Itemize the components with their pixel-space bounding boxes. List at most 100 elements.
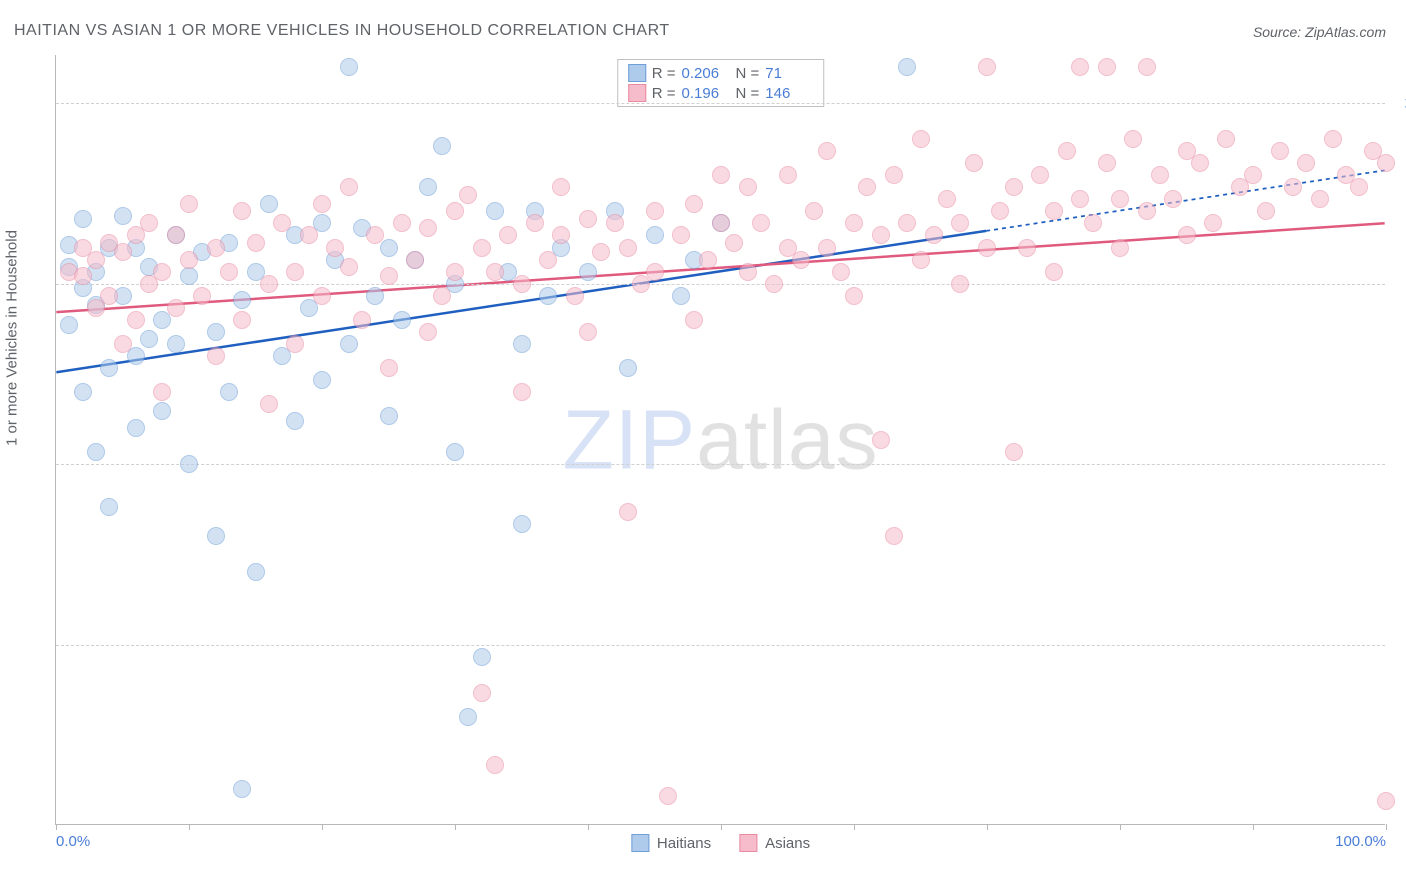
scatter-point-asians — [805, 202, 823, 220]
scatter-point-asians — [765, 275, 783, 293]
scatter-point-asians — [592, 243, 610, 261]
scatter-point-haitians — [233, 291, 251, 309]
scatter-point-asians — [114, 243, 132, 261]
scatter-point-asians — [180, 251, 198, 269]
chart-container: HAITIAN VS ASIAN 1 OR MORE VEHICLES IN H… — [0, 0, 1406, 892]
gridline — [56, 464, 1385, 465]
scatter-point-haitians — [313, 371, 331, 389]
scatter-point-asians — [1350, 178, 1368, 196]
x-tick-mark — [1253, 824, 1254, 830]
scatter-point-asians — [951, 214, 969, 232]
scatter-point-asians — [513, 383, 531, 401]
scatter-point-asians — [353, 311, 371, 329]
scatter-point-asians — [1257, 202, 1275, 220]
scatter-point-asians — [552, 226, 570, 244]
scatter-point-asians — [1098, 154, 1116, 172]
scatter-point-haitians — [74, 210, 92, 228]
scatter-point-asians — [699, 251, 717, 269]
legend-row-asians: R = 0.196 N = 146 — [628, 84, 814, 102]
scatter-point-asians — [552, 178, 570, 196]
scatter-point-asians — [752, 214, 770, 232]
scatter-point-asians — [473, 684, 491, 702]
gridline — [56, 103, 1385, 104]
scatter-point-asians — [300, 226, 318, 244]
scatter-point-asians — [779, 166, 797, 184]
scatter-point-asians — [473, 239, 491, 257]
scatter-point-haitians — [207, 323, 225, 341]
scatter-point-asians — [286, 335, 304, 353]
scatter-point-asians — [1178, 226, 1196, 244]
gridline — [56, 645, 1385, 646]
scatter-point-asians — [180, 195, 198, 213]
y-tick-label: 92.5% — [1395, 275, 1406, 292]
scatter-point-asians — [739, 263, 757, 281]
scatter-point-asians — [1045, 263, 1063, 281]
y-tick-label: 77.5% — [1395, 636, 1406, 653]
scatter-point-asians — [340, 258, 358, 276]
scatter-point-asians — [499, 226, 517, 244]
scatter-point-asians — [978, 239, 996, 257]
scatter-point-haitians — [672, 287, 690, 305]
scatter-point-asians — [912, 130, 930, 148]
scatter-point-asians — [1138, 58, 1156, 76]
scatter-point-asians — [1071, 58, 1089, 76]
scatter-point-asians — [1151, 166, 1169, 184]
scatter-point-asians — [938, 190, 956, 208]
scatter-point-haitians — [100, 359, 118, 377]
scatter-point-haitians — [473, 648, 491, 666]
scatter-point-asians — [419, 219, 437, 237]
scatter-point-asians — [433, 287, 451, 305]
scatter-point-haitians — [340, 58, 358, 76]
scatter-point-asians — [127, 311, 145, 329]
scatter-point-haitians — [260, 195, 278, 213]
scatter-point-asians — [380, 359, 398, 377]
scatter-point-asians — [260, 275, 278, 293]
x-tick-mark — [588, 824, 589, 830]
x-tick-mark — [721, 824, 722, 830]
x-tick-mark — [56, 824, 57, 830]
scatter-point-asians — [912, 251, 930, 269]
scatter-point-asians — [845, 287, 863, 305]
scatter-point-asians — [326, 239, 344, 257]
scatter-point-asians — [1311, 190, 1329, 208]
scatter-point-haitians — [167, 335, 185, 353]
scatter-point-asians — [193, 287, 211, 305]
x-tick-mark — [189, 824, 190, 830]
scatter-point-asians — [1244, 166, 1262, 184]
scatter-point-asians — [260, 395, 278, 413]
x-tick-mark — [987, 824, 988, 830]
scatter-point-asians — [526, 214, 544, 232]
scatter-point-asians — [646, 202, 664, 220]
scatter-point-asians — [153, 383, 171, 401]
scatter-point-asians — [1204, 214, 1222, 232]
scatter-point-asians — [233, 202, 251, 220]
scatter-point-asians — [1297, 154, 1315, 172]
scatter-point-asians — [898, 214, 916, 232]
legend-r-haitians: 0.206 — [682, 65, 730, 82]
scatter-point-asians — [1045, 202, 1063, 220]
y-axis-label: 1 or more Vehicles in Household — [4, 230, 21, 446]
scatter-point-asians — [207, 347, 225, 365]
source-attribution: Source: ZipAtlas.com — [1253, 24, 1386, 40]
scatter-point-haitians — [486, 202, 504, 220]
scatter-point-haitians — [180, 267, 198, 285]
series-legend-asians: Asians — [739, 834, 810, 852]
scatter-point-haitians — [60, 316, 78, 334]
gridline — [56, 284, 1385, 285]
series-label-haitians: Haitians — [657, 835, 711, 852]
scatter-point-asians — [233, 311, 251, 329]
swatch-haitians-2 — [631, 834, 649, 852]
scatter-point-asians — [951, 275, 969, 293]
scatter-point-asians — [1018, 239, 1036, 257]
x-tick-mark — [322, 824, 323, 830]
scatter-point-asians — [247, 234, 265, 252]
scatter-point-haitians — [247, 563, 265, 581]
plot-area: ZIPatlas R = 0.206 N = 71 R = 0.196 N = … — [55, 55, 1385, 825]
scatter-point-asians — [606, 214, 624, 232]
scatter-point-asians — [114, 335, 132, 353]
scatter-point-asians — [845, 214, 863, 232]
scatter-point-haitians — [127, 419, 145, 437]
scatter-point-asians — [1284, 178, 1302, 196]
scatter-point-asians — [313, 287, 331, 305]
scatter-point-asians — [1377, 792, 1395, 810]
